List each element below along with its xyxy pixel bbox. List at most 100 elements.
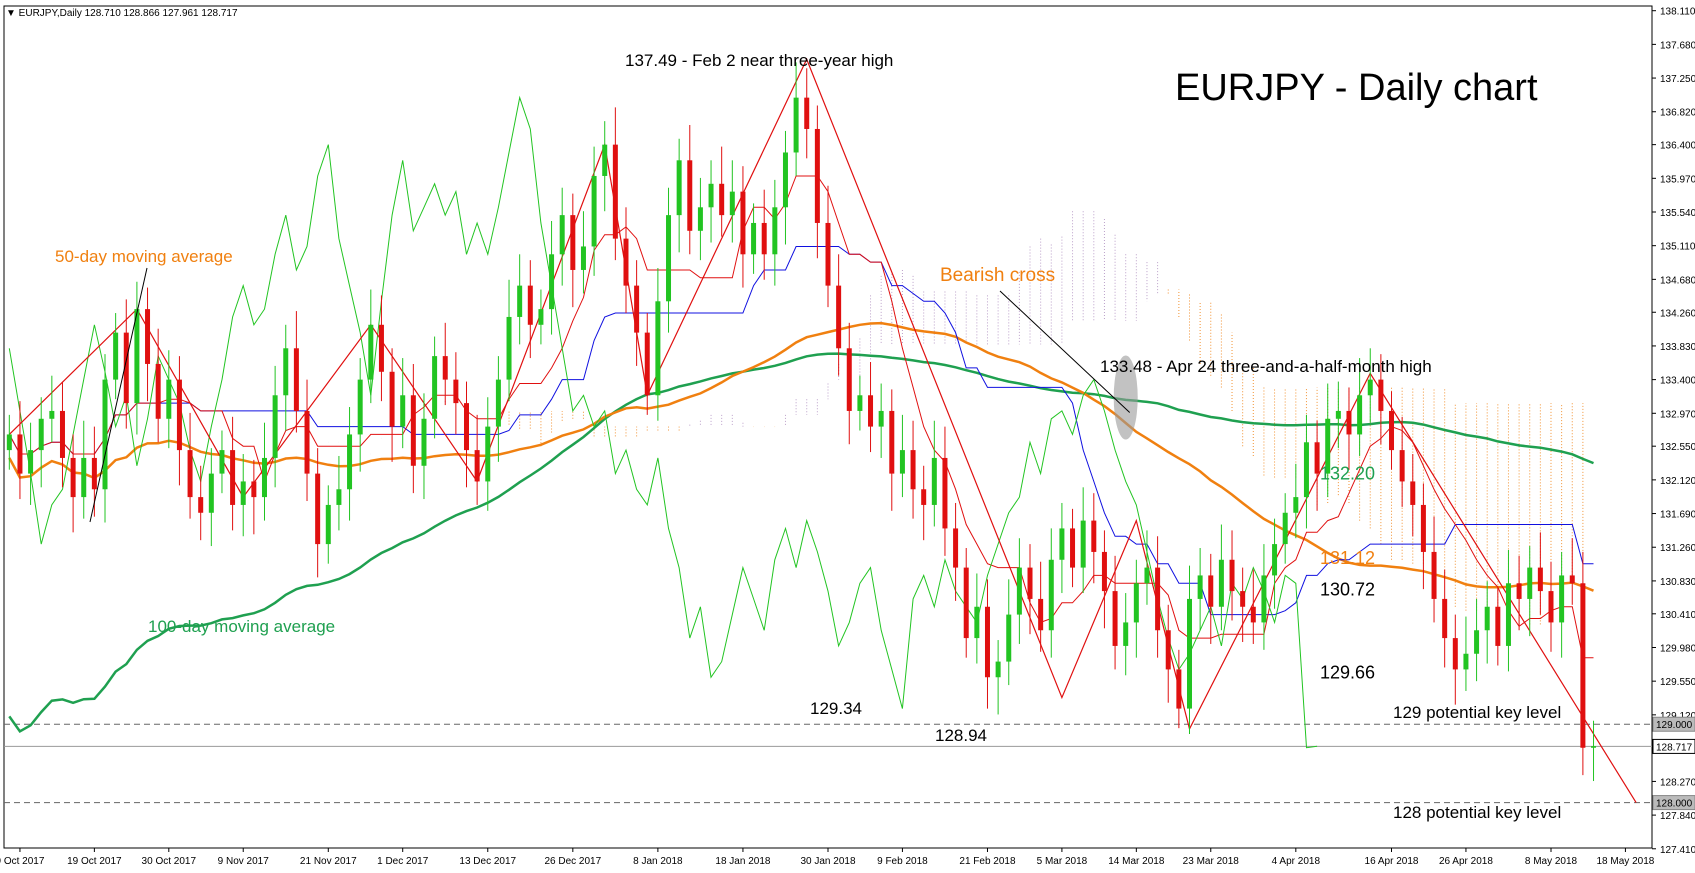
y-tick-label: 133.400 xyxy=(1660,376,1695,387)
candle-body xyxy=(1314,442,1320,474)
candle-body xyxy=(1399,450,1405,482)
candle-body xyxy=(570,215,576,270)
candle-body xyxy=(1155,567,1161,631)
candle-body xyxy=(697,207,703,231)
x-tick-label: 21 Feb 2018 xyxy=(959,856,1016,867)
candle-body xyxy=(145,309,151,364)
candle-body xyxy=(357,379,363,435)
candle-body xyxy=(1420,504,1426,552)
candle-body xyxy=(899,450,905,474)
candle-body xyxy=(1133,583,1139,623)
candle-body xyxy=(421,418,427,466)
y-tick-label: 136.400 xyxy=(1660,141,1695,152)
x-tick-label: 30 Jan 2018 xyxy=(800,856,855,867)
price-tag-box xyxy=(1652,738,1695,754)
candle-body xyxy=(1548,591,1554,623)
y-tick-label: 131.690 xyxy=(1660,510,1695,521)
x-tick-label: 5 Mar 2018 xyxy=(1037,856,1088,867)
candle-body xyxy=(889,410,895,474)
y-tick-label: 130.830 xyxy=(1660,577,1695,588)
candle-body xyxy=(166,379,172,419)
candle-body xyxy=(580,246,586,270)
x-tick-label: 14 Mar 2018 xyxy=(1108,856,1165,867)
candle-body xyxy=(1335,410,1341,419)
candle-body xyxy=(1367,379,1373,396)
candle-body xyxy=(208,473,214,513)
value-label: 129.66 xyxy=(1320,663,1375,683)
candle-body xyxy=(1240,591,1246,607)
candle-body xyxy=(942,457,948,529)
candle-body xyxy=(761,222,767,255)
candle-body xyxy=(687,160,693,231)
y-tick-label: 132.970 xyxy=(1660,409,1695,420)
candle-body xyxy=(729,191,735,216)
candle-body xyxy=(846,348,852,411)
candle-body xyxy=(974,606,980,639)
candle-body xyxy=(400,395,406,427)
x-tick-label: 18 May 2018 xyxy=(1597,856,1655,867)
candle-body xyxy=(538,309,544,325)
candle-body xyxy=(176,379,182,451)
value-label: 130.72 xyxy=(1320,580,1375,600)
candle-body xyxy=(751,222,757,255)
candle-body xyxy=(1070,528,1076,568)
candle-body xyxy=(368,324,374,380)
y-tick-label: 129.550 xyxy=(1660,677,1695,688)
candle-body xyxy=(1165,630,1171,670)
candle-body xyxy=(612,144,618,239)
x-tick-label: 13 Dec 2017 xyxy=(459,856,516,867)
candle-body xyxy=(442,356,448,380)
price-tag-label: 129.000 xyxy=(1656,720,1693,731)
price-tag-label: 128.000 xyxy=(1656,799,1693,810)
candle-body xyxy=(1016,567,1022,615)
candle-body xyxy=(1197,575,1203,599)
candle-body xyxy=(1357,395,1363,435)
y-tick-label: 135.970 xyxy=(1660,174,1695,185)
y-tick-label: 127.840 xyxy=(1660,811,1695,822)
candle-body xyxy=(1048,559,1054,631)
candle-body xyxy=(666,215,672,302)
chikou-line xyxy=(8,95,1318,749)
x-tick-label: 21 Nov 2017 xyxy=(300,856,357,867)
ma50-line xyxy=(8,321,1594,592)
candle-body xyxy=(1208,575,1214,607)
candle-body xyxy=(1569,575,1575,584)
candle-body xyxy=(495,379,501,427)
candle-body xyxy=(1378,379,1384,411)
candle-body xyxy=(1389,410,1395,451)
candle-body xyxy=(1527,567,1533,599)
y-tick-label: 134.260 xyxy=(1660,308,1695,319)
candle-body xyxy=(453,379,459,404)
x-tick-label: 4 Apr 2018 xyxy=(1272,856,1321,867)
candle-body xyxy=(123,332,129,404)
x-tick-label: 1 Dec 2017 xyxy=(377,856,429,867)
x-tick-label: 9 Feb 2018 xyxy=(877,856,928,867)
y-tick-label: 128.270 xyxy=(1660,777,1695,788)
candle-body xyxy=(432,356,438,419)
y-tick-label: 137.250 xyxy=(1660,74,1695,85)
candle-body xyxy=(836,285,842,349)
y-tick-label: 127.410 xyxy=(1660,845,1695,856)
bearish-cross-pointer xyxy=(999,290,1131,413)
candle-body xyxy=(1442,598,1448,639)
y-tick-label: 138.110 xyxy=(1660,7,1695,18)
cross-marker xyxy=(1113,355,1138,440)
candle-body xyxy=(485,426,491,482)
candle-body xyxy=(347,434,353,490)
candle-body xyxy=(644,332,650,396)
price-tag-box xyxy=(1652,795,1695,811)
annotation-128-level: 128 potential key level xyxy=(1393,803,1561,822)
candle-body xyxy=(187,450,193,498)
candle-body xyxy=(1123,622,1129,646)
candle-body xyxy=(464,403,470,451)
candle-body xyxy=(1505,583,1511,646)
candle-body xyxy=(963,567,969,639)
candle-body xyxy=(155,363,161,419)
candle-body xyxy=(1559,575,1565,623)
candle-body xyxy=(623,238,629,286)
candle-body xyxy=(59,410,65,458)
candle-body xyxy=(134,309,140,404)
candle-body xyxy=(1250,606,1256,623)
candle-body xyxy=(602,144,608,176)
candle-body xyxy=(506,316,512,380)
